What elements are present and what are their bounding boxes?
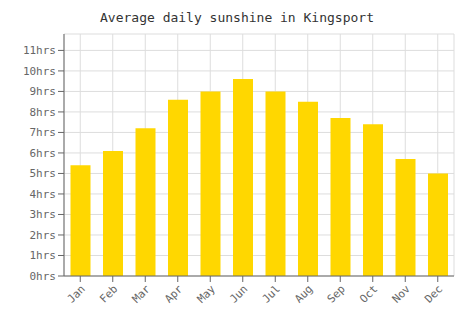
svg-text:Oct: Oct	[357, 282, 380, 305]
svg-text:Dec: Dec	[422, 282, 445, 305]
svg-text:Feb: Feb	[97, 282, 120, 305]
svg-text:1hrs: 1hrs	[30, 249, 57, 262]
html-text:Average daily sunshine in King: Average daily sunshine in Kingsport	[100, 10, 374, 25]
svg-text:2hrs: 2hrs	[30, 229, 57, 242]
svg-text:9hrs: 9hrs	[30, 85, 57, 98]
svg-text:4hrs: 4hrs	[30, 188, 57, 201]
svg-text:10hrs: 10hrs	[23, 65, 56, 78]
svg-text:Mar: Mar	[130, 282, 154, 306]
svg-text:6hrs: 6hrs	[30, 147, 57, 160]
svg-text:8hrs: 8hrs	[30, 106, 57, 119]
svg-text:Jun: Jun	[227, 282, 250, 305]
svg-text:Apr: Apr	[162, 282, 186, 306]
svg-text:Aug: Aug	[292, 282, 315, 305]
svg-text:5hrs: 5hrs	[30, 167, 57, 180]
svg-text:Nov: Nov	[390, 282, 414, 306]
svg-text:Sep: Sep	[325, 282, 348, 305]
svg-text:7hrs: 7hrs	[30, 126, 57, 139]
svg-text:0hrs: 0hrs	[30, 270, 57, 283]
svg-text:Jul: Jul	[260, 282, 283, 305]
svg-text:11hrs: 11hrs	[23, 44, 56, 57]
svg-text:3hrs: 3hrs	[30, 208, 57, 221]
svg-text:Jan: Jan	[65, 282, 88, 305]
svg-text:May: May	[195, 282, 219, 306]
